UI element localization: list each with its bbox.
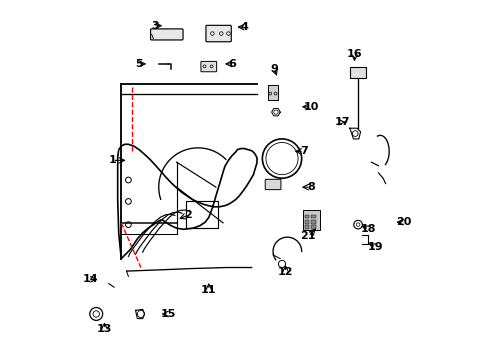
Bar [311, 225, 315, 229]
Text: 19: 19 [367, 242, 383, 252]
Text: 12: 12 [277, 267, 293, 277]
Bar [311, 220, 315, 224]
Text: 4: 4 [240, 22, 248, 32]
Text: 21: 21 [300, 231, 315, 242]
FancyBboxPatch shape [201, 62, 216, 72]
Text: 10: 10 [303, 102, 318, 112]
Text: 13: 13 [97, 324, 112, 334]
Bar [303, 210, 319, 230]
Text: 3: 3 [151, 21, 159, 31]
Bar [304, 220, 308, 224]
Text: 14: 14 [82, 274, 98, 284]
Bar [304, 225, 308, 229]
Text: 7: 7 [299, 147, 307, 157]
Text: 18: 18 [360, 224, 376, 234]
Text: 16: 16 [346, 49, 362, 59]
Text: 8: 8 [306, 182, 314, 192]
Text: 2: 2 [184, 210, 192, 220]
Bar [267, 85, 278, 100]
Bar [304, 215, 308, 218]
Text: 9: 9 [270, 64, 278, 73]
Text: 5: 5 [135, 59, 142, 69]
Text: 20: 20 [395, 217, 410, 227]
FancyBboxPatch shape [205, 25, 231, 42]
Text: 17: 17 [334, 117, 349, 127]
Text: 15: 15 [161, 309, 176, 319]
Bar [185, 202, 217, 228]
Text: 1: 1 [108, 156, 116, 165]
Bar [311, 215, 315, 218]
Text: 6: 6 [227, 59, 235, 69]
Text: 11: 11 [201, 285, 216, 295]
FancyBboxPatch shape [264, 179, 281, 190]
FancyBboxPatch shape [150, 29, 183, 40]
Bar [349, 67, 365, 78]
